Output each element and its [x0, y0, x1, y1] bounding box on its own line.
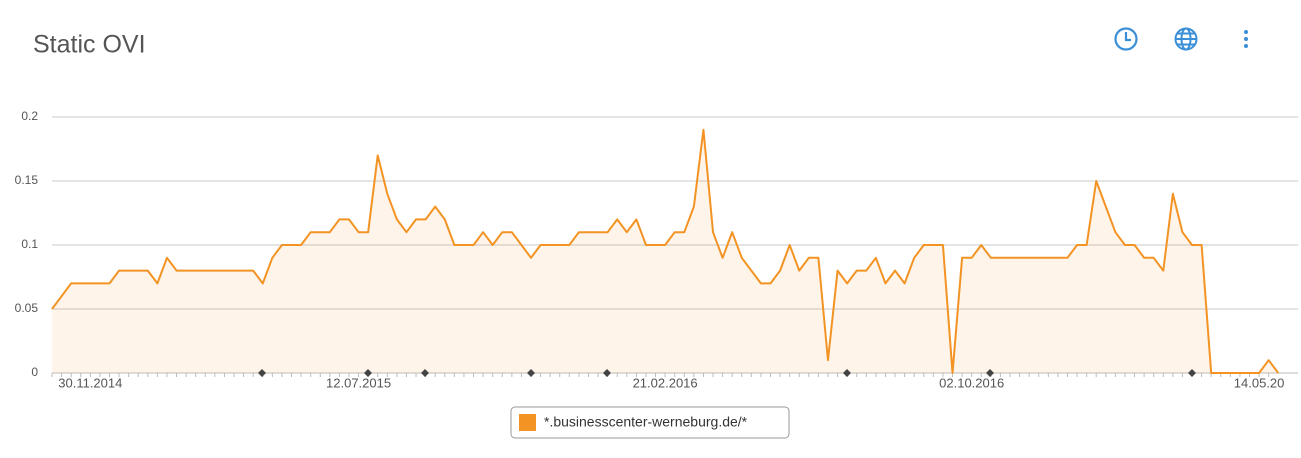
x-tick-label: 02.10.2016 — [939, 375, 1004, 390]
legend-label: *.businesscenter-werneburg.de/* — [544, 414, 748, 430]
legend[interactable]: *.businesscenter-werneburg.de/* — [510, 406, 790, 439]
menu-icon[interactable] — [1244, 30, 1248, 48]
clock-icon[interactable] — [1114, 27, 1138, 51]
plot: 0 0.05 0.1 0.15 0.2 30.11.2014 12.07.2015 21.02… — [15, 109, 1298, 390]
x-tick-label: 30.11.2014 — [58, 375, 122, 390]
globe-icon[interactable] — [1174, 27, 1198, 51]
line — [51, 128, 1280, 374]
x-tick-label: 21.02.2016 — [633, 375, 698, 390]
legend-swatch — [519, 414, 536, 431]
x-tick-label: 12.07.2015 — [326, 375, 391, 390]
area — [52, 129, 1279, 373]
y-tick-label: 0.1 — [21, 237, 38, 251]
legend-box — [510, 406, 790, 439]
title: Static OVI — [33, 31, 146, 59]
y-tick-label: 0.05 — [15, 301, 39, 315]
y-tick-label: 0 — [31, 365, 38, 379]
y-tick-label: 0.15 — [15, 173, 39, 187]
y-tick-label: 0.2 — [21, 109, 38, 123]
x-tick-label: 14.05.20 — [1234, 375, 1285, 390]
event-markers — [258, 369, 1196, 377]
